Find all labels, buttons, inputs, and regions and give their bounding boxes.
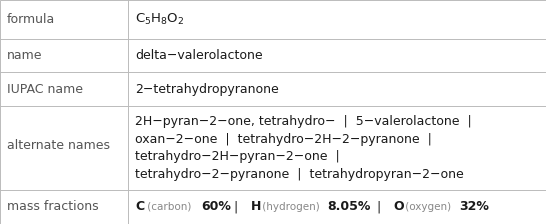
Text: alternate names: alternate names — [7, 139, 110, 152]
Text: mass fractions: mass fractions — [7, 200, 99, 213]
Text: $\mathregular{C_5H_8O_2}$: $\mathregular{C_5H_8O_2}$ — [135, 12, 185, 27]
Text: 2−tetrahydropyranone: 2−tetrahydropyranone — [135, 82, 279, 96]
Text: |: | — [369, 200, 389, 213]
Text: (carbon): (carbon) — [144, 202, 194, 212]
Text: formula: formula — [7, 13, 55, 26]
Text: C: C — [135, 200, 145, 213]
Text: 32%: 32% — [459, 200, 489, 213]
Text: (oxygen): (oxygen) — [402, 202, 454, 212]
Text: O: O — [394, 200, 404, 213]
Text: 8.05%: 8.05% — [328, 200, 371, 213]
Text: |: | — [225, 200, 246, 213]
Text: delta−valerolactone: delta−valerolactone — [135, 49, 263, 62]
Text: (hydrogen): (hydrogen) — [259, 202, 323, 212]
Text: IUPAC name: IUPAC name — [7, 82, 83, 96]
Text: 60%: 60% — [201, 200, 231, 213]
Text: name: name — [7, 49, 43, 62]
Text: H: H — [251, 200, 261, 213]
Text: 2H−pyran−2−one, tetrahydro−  |  5−valerolactone  |
oxan−2−one  |  tetrahydro−2H−: 2H−pyran−2−one, tetrahydro− | 5−valerola… — [135, 115, 472, 181]
